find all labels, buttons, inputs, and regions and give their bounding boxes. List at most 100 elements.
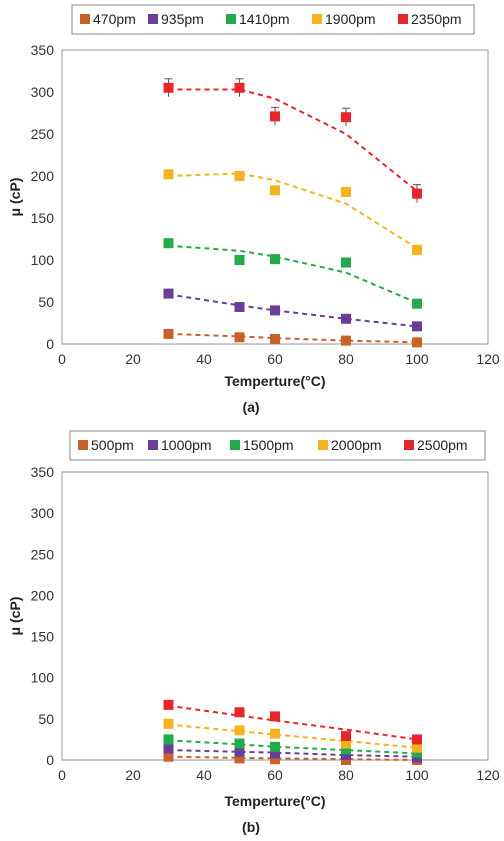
- data-point-1900pm: [412, 244, 422, 255]
- legend: 470pm 935pm 1410pm 1900pm 2350pm: [80, 11, 462, 27]
- figure-caption: (a): [242, 399, 259, 415]
- data-point-1000pm: [341, 750, 351, 761]
- x-tick-label: 80: [338, 767, 354, 783]
- y-tick-label: 300: [31, 84, 55, 100]
- x-tick-label: 40: [196, 351, 212, 367]
- y-tick-label: 250: [31, 546, 55, 562]
- data-point-1410pm: [163, 238, 174, 249]
- legend-swatch-1500pm: [230, 440, 240, 450]
- legend-swatch-2500pm: [404, 440, 414, 450]
- data-point-2000pm: [234, 725, 245, 736]
- data-point-1900pm: [163, 169, 174, 180]
- legend-swatch-470pm: [80, 14, 90, 24]
- legend-label-2500pm: 2500pm: [417, 437, 468, 453]
- x-axis-label: Temperture(°C): [224, 793, 325, 809]
- data-point-2500pm: [341, 731, 351, 742]
- data-point-2500pm: [163, 699, 174, 710]
- y-axis-label: μ (cP): [7, 597, 23, 636]
- x-tick-label: 80: [338, 351, 354, 367]
- y-tick-label: 0: [46, 336, 54, 352]
- data-point-1500pm: [163, 734, 174, 745]
- plot-area: [61, 49, 489, 345]
- x-tick-label: 20: [125, 767, 141, 783]
- data-point-470pm: [412, 337, 422, 348]
- data-point-2350pm: [270, 111, 280, 122]
- x-tick-label: 120: [476, 767, 500, 783]
- data-point-500pm: [270, 754, 280, 765]
- fit-line-2500pm: [168, 704, 418, 741]
- fit-line-935pm: [168, 293, 418, 328]
- data-point-1000pm: [234, 746, 245, 757]
- data-point-935pm: [163, 288, 174, 299]
- data-point-1500pm: [270, 741, 280, 752]
- legend-swatch-1900pm: [312, 14, 322, 24]
- legend-label-2350pm: 2350pm: [411, 11, 462, 27]
- data-point-935pm: [341, 313, 351, 324]
- figure-caption: (b): [242, 819, 260, 835]
- legend-label-470pm: 470pm: [93, 11, 136, 27]
- data-point-2500pm: [270, 711, 280, 722]
- x-axis-label: Temperture(°C): [224, 373, 325, 389]
- fit-lines: [168, 704, 418, 761]
- data-point-500pm: [234, 753, 245, 764]
- data-point-2500pm: [234, 707, 245, 718]
- data-point-470pm: [270, 333, 280, 344]
- y-axis-label: μ (cP): [7, 178, 23, 217]
- data-point-2350pm: [163, 82, 174, 93]
- x-tick-label: 0: [58, 767, 66, 783]
- y-tick-label: 300: [31, 505, 55, 521]
- legend-label-1000pm: 1000pm: [161, 437, 212, 453]
- legend: 500pm 1000pm 1500pm 2000pm 2500pm: [78, 437, 468, 453]
- data-point-1500pm: [341, 744, 351, 755]
- y-tick-label: 50: [38, 711, 54, 727]
- data-point-2350pm: [412, 188, 422, 199]
- legend-label-500pm: 500pm: [91, 437, 134, 453]
- x-tick-label: 20: [125, 351, 141, 367]
- x-tick-label: 100: [405, 767, 429, 783]
- y-tick-label: 50: [38, 294, 54, 310]
- data-point-1410pm: [234, 255, 245, 265]
- data-point-2000pm: [341, 738, 351, 749]
- data-point-1410pm: [341, 257, 351, 268]
- legend-label-935pm: 935pm: [161, 11, 204, 27]
- x-tick-label: 60: [267, 767, 283, 783]
- data-points: [163, 78, 422, 348]
- data-point-935pm: [412, 321, 422, 332]
- data-point-1410pm: [412, 298, 422, 309]
- legend-label-1500pm: 1500pm: [243, 437, 294, 453]
- data-point-2350pm: [341, 112, 351, 123]
- fit-line-470pm: [168, 332, 418, 344]
- legend-swatch-2000pm: [318, 440, 328, 450]
- fit-line-1500pm: [168, 739, 418, 755]
- data-point-1000pm: [270, 748, 280, 759]
- legend-swatch-1410pm: [226, 14, 236, 24]
- y-tick-label: 0: [46, 752, 54, 768]
- legend-swatch-2350pm: [398, 14, 408, 24]
- fit-line-2350pm: [168, 88, 418, 192]
- data-point-1500pm: [234, 738, 245, 749]
- legend-label-2000pm: 2000pm: [331, 437, 382, 453]
- axes: 0 50 100 150 200 250 300 350 0 20 40 60 80 100 120: [31, 464, 500, 783]
- data-point-1900pm: [270, 185, 280, 196]
- axes: 0 50 100 150 200 250 300 350 0 20 40 60 80 100 120: [31, 42, 500, 367]
- data-point-1410pm: [270, 254, 280, 265]
- data-point-1000pm: [163, 743, 174, 754]
- y-tick-label: 200: [31, 168, 55, 184]
- data-point-2000pm: [163, 718, 174, 729]
- x-tick-label: 100: [405, 351, 429, 367]
- data-point-500pm: [163, 751, 174, 762]
- y-tick-label: 150: [31, 629, 55, 645]
- data-point-2000pm: [412, 742, 422, 753]
- fit-line-1900pm: [168, 172, 418, 250]
- data-point-470pm: [341, 335, 351, 346]
- data-point-470pm: [163, 328, 174, 339]
- chart-a: 470pm 935pm 1410pm 1900pm 2350pm 0 50 100 150 20…: [7, 4, 500, 415]
- y-tick-label: 100: [31, 252, 55, 268]
- y-tick-label: 100: [31, 670, 55, 686]
- legend-swatch-500pm: [78, 440, 88, 450]
- fit-line-1410pm: [168, 244, 418, 304]
- fit-line-1000pm: [168, 749, 418, 758]
- y-tick-label: 350: [31, 42, 55, 58]
- y-tick-label: 150: [31, 210, 55, 226]
- x-tick-label: 0: [58, 351, 66, 367]
